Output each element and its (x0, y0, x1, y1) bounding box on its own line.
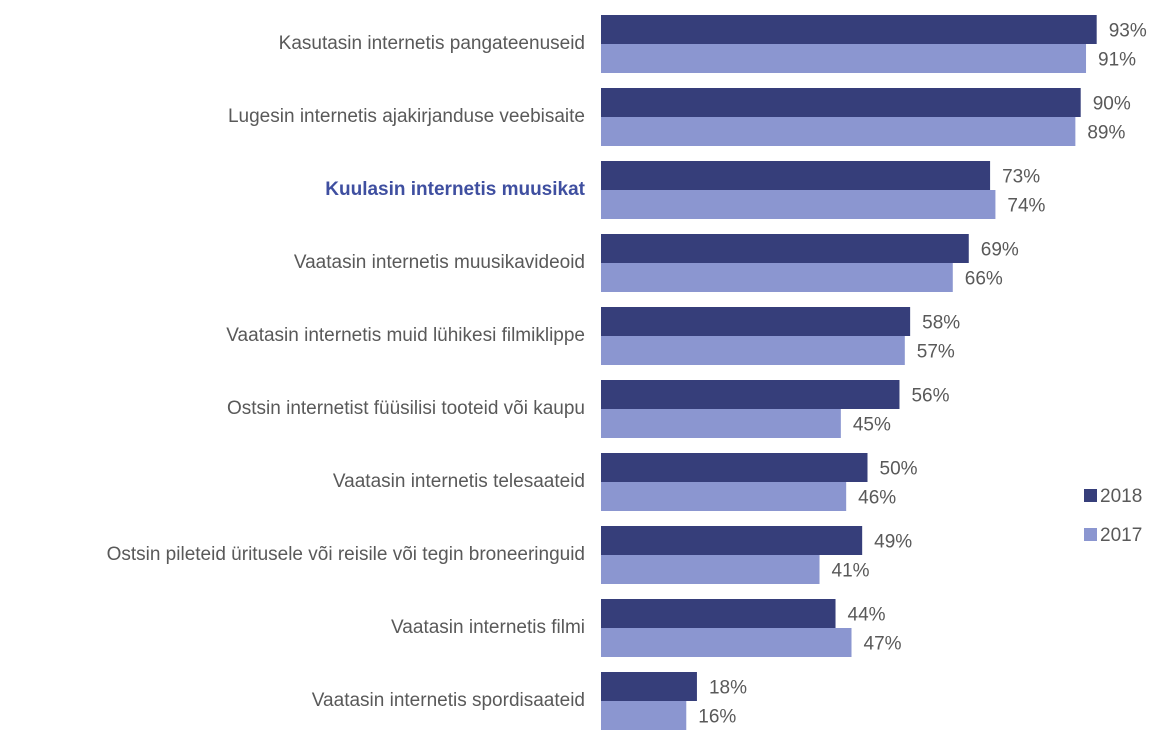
category-label: Vaatasin internetis telesaateid (333, 471, 585, 492)
bar (601, 263, 953, 292)
bar (601, 336, 905, 365)
category-label: Vaatasin internetis muid lühikesi filmik… (226, 325, 585, 346)
value-label: 46% (858, 488, 896, 509)
value-label: 73% (1002, 167, 1040, 188)
category-label: Vaatasin internetis spordisaateid (312, 690, 585, 711)
value-label: 18% (709, 678, 747, 699)
bar (601, 599, 836, 628)
category-label: Vaatasin internetis muusikavideoid (294, 252, 585, 273)
bar (601, 88, 1081, 117)
value-label: 74% (1007, 196, 1045, 217)
value-label: 91% (1098, 50, 1136, 71)
value-label: 90% (1093, 94, 1131, 115)
legend-swatch (1084, 489, 1097, 502)
value-label: 47% (864, 634, 902, 655)
bar (601, 628, 852, 657)
category-label: Lugesin internetis ajakirjanduse veebisa… (228, 106, 585, 127)
category-label: Vaatasin internetis filmi (391, 617, 585, 638)
category-label: Kuulasin internetis muusikat (325, 179, 585, 200)
value-label: 16% (698, 707, 736, 728)
bar (601, 409, 841, 438)
value-label: 58% (922, 313, 960, 334)
bar (601, 15, 1097, 44)
bar (601, 117, 1076, 146)
value-label: 49% (874, 532, 912, 553)
bar (601, 482, 847, 511)
bar (601, 234, 969, 263)
category-label: Ostsin internetist füüsilisi tooteid või… (227, 398, 585, 419)
bar (601, 555, 820, 584)
value-label: 56% (911, 386, 949, 407)
value-label: 45% (853, 415, 891, 436)
legend-label: 2017 (1100, 525, 1142, 546)
bar (601, 190, 996, 219)
legend-swatch (1084, 528, 1097, 541)
bar (601, 701, 687, 730)
bar (601, 44, 1087, 73)
bar (601, 672, 697, 701)
value-label: 44% (848, 605, 886, 626)
category-label: Ostsin pileteid üritusele või reisile võ… (107, 544, 585, 565)
value-label: 93% (1109, 21, 1147, 42)
bar (601, 453, 868, 482)
value-label: 41% (832, 561, 870, 582)
bar (601, 380, 900, 409)
value-label: 66% (965, 269, 1003, 290)
category-label: Kasutasin internetis pangateenuseid (279, 33, 585, 54)
bar (601, 307, 911, 336)
bar (601, 161, 991, 190)
value-label: 69% (981, 240, 1019, 261)
value-label: 89% (1087, 123, 1125, 144)
bar (601, 526, 863, 555)
legend-label: 2018 (1100, 486, 1142, 507)
value-label: 50% (880, 459, 918, 480)
value-label: 57% (917, 342, 955, 363)
